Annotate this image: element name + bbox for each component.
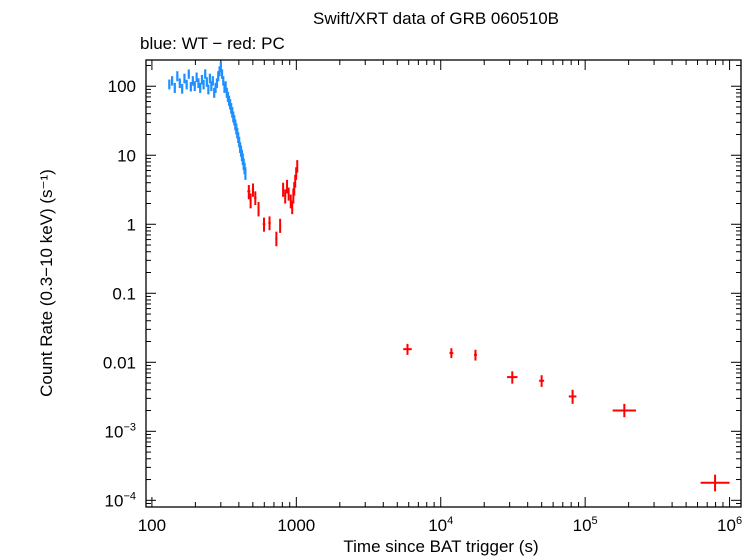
x-tick-label: 106 — [717, 515, 742, 535]
data-point-wt — [191, 76, 194, 86]
data-point-pc — [284, 189, 287, 204]
data-point-pc — [568, 389, 577, 404]
data-point-wt — [207, 84, 210, 95]
y-tick-label: 1 — [127, 215, 136, 234]
y-tick-label: 0.1 — [112, 284, 136, 303]
data-point-wt — [220, 69, 224, 79]
series-wt — [168, 61, 247, 180]
x-tick-label: 1000 — [277, 516, 315, 535]
data-point-wt — [173, 82, 176, 93]
data-point-wt — [205, 77, 208, 87]
y-tick-label: 0.01 — [103, 353, 136, 372]
data-point-wt — [199, 82, 202, 93]
data-point-pc — [287, 187, 290, 201]
data-point-pc — [449, 348, 454, 359]
data-point-pc — [262, 217, 266, 232]
chart-subtitle: blue: WT − red: PC — [140, 34, 285, 53]
data-point-wt — [189, 82, 192, 92]
data-point-wt — [176, 71, 179, 82]
tick-labels: 100 1000 104 105 106 100 10 1 0.1 0.01 10−3 10−4 — [103, 77, 742, 535]
data-point-wt — [178, 78, 181, 89]
data-point-wt — [168, 79, 171, 90]
data-point-wt — [224, 81, 227, 92]
data-point-pc — [275, 231, 278, 247]
x-tick-label: 105 — [573, 515, 598, 535]
data-point-wt — [197, 78, 200, 89]
data-point-pc — [507, 371, 518, 384]
data-point-pc — [251, 183, 255, 197]
data-point-pc — [257, 202, 260, 217]
chart-title: Swift/XRT data of GRB 060510B — [313, 9, 559, 28]
data-point-pc — [268, 216, 271, 231]
y-tick-label: 10−3 — [105, 421, 136, 441]
x-tick-label: 104 — [428, 515, 453, 535]
data-point-pc — [291, 200, 294, 215]
data-point-wt — [202, 79, 205, 90]
plot-frame — [145, 59, 742, 508]
data-point-wt — [204, 69, 207, 79]
data-point-pc — [403, 343, 412, 355]
data-point-wt — [181, 83, 184, 94]
data-point-pc — [295, 167, 298, 180]
data-point-wt — [210, 81, 213, 92]
y-axis-label: Count Rate (0.3−10 keV) (s⁻¹) — [37, 169, 56, 397]
data-point-pc — [254, 191, 257, 206]
data-point-pc — [612, 403, 637, 418]
data-point-pc — [279, 218, 282, 233]
data-point-wt — [244, 167, 247, 180]
series-pc — [247, 160, 730, 492]
data-point-wt — [187, 69, 190, 79]
data-point-pc — [289, 194, 292, 209]
y-tick-label: 10 — [117, 146, 136, 165]
data-point-wt — [195, 72, 198, 83]
data-point-wt — [183, 73, 186, 84]
data-point-wt — [208, 73, 211, 84]
data-point-wt — [219, 61, 222, 73]
data-point-pc — [286, 179, 289, 194]
data-point-pc — [282, 182, 285, 197]
x-tick-label: 100 — [138, 516, 166, 535]
data-point-wt — [171, 76, 174, 86]
data-point-pc — [539, 375, 545, 387]
data-point-wt — [222, 76, 225, 86]
data-point-pc — [247, 185, 251, 200]
y-tick-label: 100 — [108, 77, 136, 96]
x-axis-label: Time since BAT trigger (s) — [343, 537, 538, 556]
data-point-pc — [700, 474, 730, 492]
data-point-wt — [200, 74, 204, 85]
data-point-wt — [215, 78, 219, 89]
data-point-pc — [249, 193, 252, 209]
data-point-wt — [211, 76, 214, 86]
data-point-wt — [193, 81, 196, 92]
data-point-wt — [185, 79, 188, 90]
y-tick-label: 10−4 — [105, 490, 136, 510]
data-point-pc — [474, 349, 477, 361]
data-point-pc — [296, 160, 299, 173]
